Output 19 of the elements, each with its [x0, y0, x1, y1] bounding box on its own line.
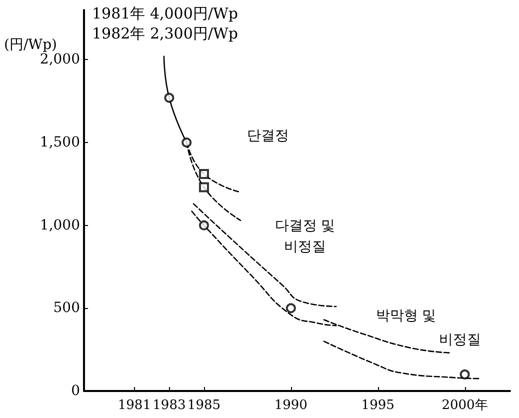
annotation: 1981年 4,000円/Wp [92, 4, 238, 22]
y-tick-label: 2,000 [40, 52, 80, 68]
x-tick-label: 1981 [118, 398, 151, 413]
x-tick-label: 1995 [361, 398, 394, 413]
annotation: 박막형 및 [376, 308, 436, 324]
y-tick-label: 1,000 [40, 217, 80, 234]
y-tick-label: 1,500 [40, 134, 80, 151]
y-axis-title: (円/Wp) [4, 37, 57, 53]
x-tick-label: 1990 [274, 398, 308, 413]
x-tick-label: 2000年 [442, 398, 488, 413]
annotation: 단결정 [247, 128, 289, 144]
x-tick-label: 1985 [187, 398, 221, 413]
annotation: 다결정 및 [274, 218, 336, 234]
y-tick-label: 500 [53, 300, 80, 316]
annotation: 비정질 [439, 332, 481, 348]
y-tick-label: 0 [71, 383, 80, 399]
x-tick-label: 1983 [152, 398, 186, 413]
annotation: 비정질 [284, 239, 326, 255]
annotation: 1982年 2,300円/Wp [92, 24, 238, 42]
